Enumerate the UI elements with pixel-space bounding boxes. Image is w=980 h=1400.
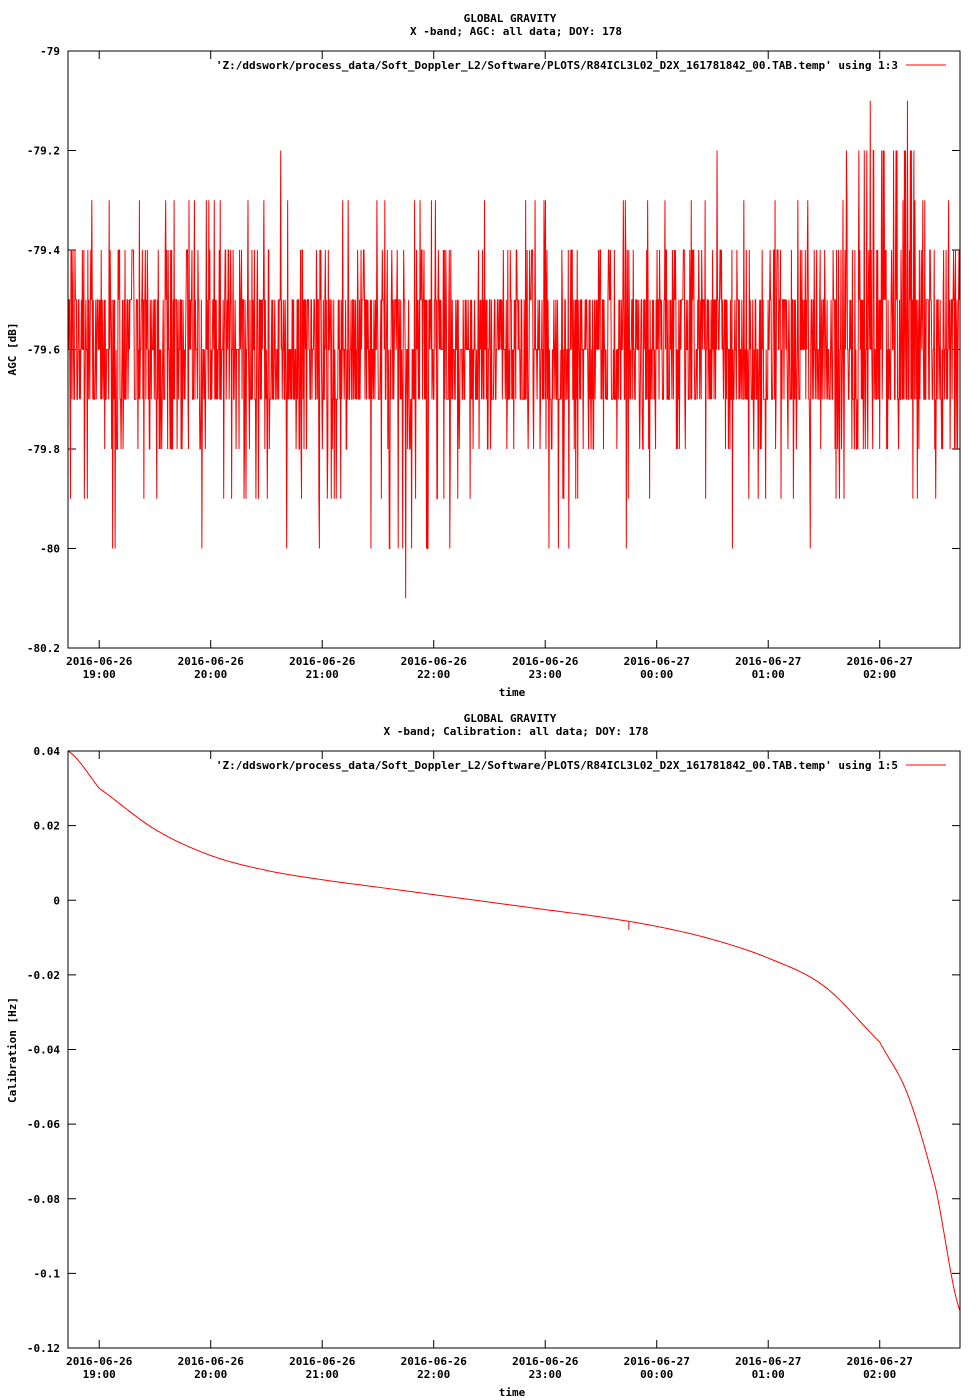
x-tick-label-date: 2016-06-26 [289,1355,356,1368]
y-tick-label: -79 [40,45,60,58]
x-tick-label-time: 00:00 [640,668,673,681]
y-tick-label: -0.06 [27,1118,60,1131]
y-tick-label: -0.08 [27,1193,60,1206]
x-tick-label-date: 2016-06-26 [289,655,356,668]
series-line [67,750,961,1311]
x-tick-label-date: 2016-06-27 [624,655,690,668]
calibration-chart: GLOBAL GRAVITY X -band; Calibration: all… [6,712,961,1399]
y-tick-label: -80 [40,543,60,556]
x-tick-label-time: 23:00 [529,1368,562,1381]
x-tick-label-date: 2016-06-27 [624,1355,690,1368]
x-tick-label-time: 01:00 [752,1368,785,1381]
axis-ticks: -79 -79.2 -79.4 -79.6 -79.8 -80 -80.2 2016-06-2… [27,45,960,681]
x-tick-label-time: 23:00 [529,668,562,681]
legend-entry: 'Z:/ddswork/process_data/Soft_Doppler_L2… [216,759,898,772]
chart-title: GLOBAL GRAVITY [464,712,557,725]
x-tick-label-time: 21:00 [306,1368,339,1381]
calibration-series-line [67,750,961,1311]
y-tick-label: -79.2 [27,145,60,158]
x-tick-label-date: 2016-06-26 [66,655,133,668]
y-tick-label: -0.12 [27,1342,60,1355]
x-tick-label-date: 2016-06-27 [735,655,801,668]
y-tick-label: -0.04 [27,1044,60,1057]
y-tick-label: -79.6 [27,344,60,357]
x-axis-label: time [499,1386,526,1399]
x-tick-label-date: 2016-06-26 [178,1355,245,1368]
x-tick-label-time: 20:00 [194,1368,227,1381]
y-tick-label: -79.8 [27,443,60,456]
x-tick-label-time: 22:00 [417,668,450,681]
x-tick-label-date: 2016-06-26 [512,655,579,668]
chart-subtitle: X -band; AGC: all data; DOY: 178 [410,25,622,38]
y-tick-label: -0.02 [27,969,60,982]
x-axis-label: time [499,686,526,699]
series-line [68,100,961,599]
y-tick-label: 0.02 [34,820,61,833]
x-tick-label-time: 01:00 [752,668,785,681]
y-tick-label: -0.1 [34,1267,61,1280]
x-tick-label-date: 2016-06-26 [512,1355,579,1368]
x-tick-label-time: 02:00 [863,1368,896,1381]
y-tick-label: -79.4 [27,244,60,257]
y-axis-label: Calibration [Hz] [6,997,19,1103]
y-tick-label: 0 [53,894,60,907]
y-axis-label: AGC [dB] [6,323,19,376]
x-tick-label-time: 19:00 [83,1368,116,1381]
x-tick-label-time: 00:00 [640,1368,673,1381]
chart-title: GLOBAL GRAVITY [464,12,557,25]
y-tick-label: -80.2 [27,642,60,655]
legend-entry: 'Z:/ddswork/process_data/Soft_Doppler_L2… [216,59,898,72]
x-tick-label-time: 02:00 [863,668,896,681]
axis-ticks: 0.04 0.02 0 -0.02 -0.04 -0.06 -0.08 -0.1 -0.12 20… [27,745,960,1381]
x-tick-label-date: 2016-06-27 [735,1355,801,1368]
agc-series-line [68,100,961,599]
agc-chart: GLOBAL GRAVITY X -band; AGC: all data; D… [6,12,961,699]
x-tick-label-time: 21:00 [306,668,339,681]
x-tick-label-date: 2016-06-27 [847,1355,913,1368]
chart-subtitle: X -band; Calibration: all data; DOY: 178 [384,725,649,738]
y-tick-label: 0.04 [34,745,61,758]
plot-frame [67,750,961,1349]
x-tick-label-time: 19:00 [83,668,116,681]
x-tick-label-date: 2016-06-26 [401,655,468,668]
x-tick-label-date: 2016-06-27 [847,655,913,668]
x-tick-label-date: 2016-06-26 [178,655,245,668]
x-tick-label-time: 22:00 [417,1368,450,1381]
x-tick-label-time: 20:00 [194,668,227,681]
x-tick-label-date: 2016-06-26 [401,1355,468,1368]
x-tick-label-date: 2016-06-26 [66,1355,133,1368]
plot-frame [67,50,961,649]
